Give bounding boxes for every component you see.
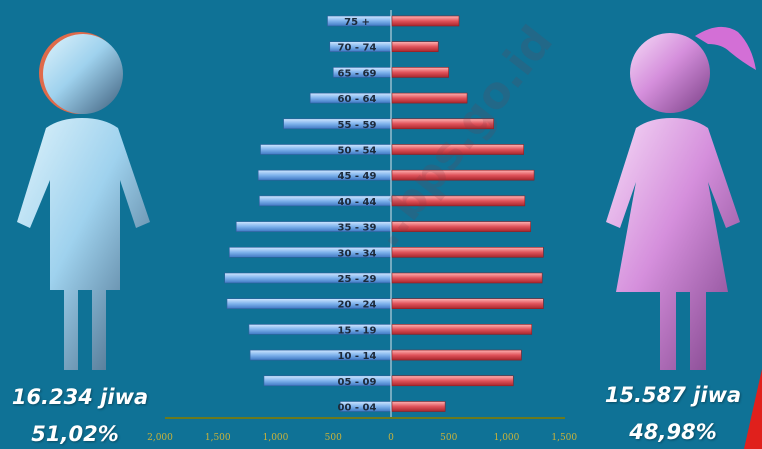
age-label-0: 75 + [344, 17, 370, 28]
x-axis: 2,000 1,500 1,000 500 0 500 1,000 1,500 [147, 10, 577, 443]
x-tick-label-3: 500 [325, 433, 342, 443]
age-labels-group: 75 + 70 - 74 65 - 69 60 - 64 55 - 59 50 - 54 4… [338, 17, 377, 414]
age-label-10: 25 - 29 [338, 274, 377, 285]
female-bar-7 [391, 195, 526, 207]
female-bar-1 [391, 41, 439, 53]
female-bar-3 [391, 92, 468, 104]
female-bar-11 [391, 298, 544, 310]
male-total-label: 16.234 jiwa [11, 385, 149, 409]
female-bar-8 [391, 221, 531, 232]
age-label-5: 50 - 54 [338, 146, 377, 157]
x-tick-label-1: 1,500 [205, 433, 231, 443]
female-bar-5 [391, 144, 524, 155]
age-label-15: 00 - 04 [338, 403, 377, 414]
male-figure-icon [17, 32, 150, 370]
age-label-1: 70 - 74 [338, 43, 377, 54]
age-label-7: 40 - 44 [338, 197, 377, 208]
female-bar-6 [391, 169, 535, 181]
x-tick-label-5: 500 [440, 433, 457, 443]
female-bar-13 [391, 349, 522, 361]
age-label-13: 10 - 14 [338, 351, 377, 362]
x-tick-label-4: 0 [388, 433, 394, 443]
age-label-4: 55 - 59 [338, 120, 377, 131]
female-bar-2 [391, 67, 449, 78]
age-label-3: 60 - 64 [338, 94, 377, 105]
female-bar-0 [391, 15, 460, 27]
x-tick-label-6: 1,000 [494, 433, 520, 443]
female-total-label: 15.587 jiwa [604, 383, 742, 407]
female-bar-4 [391, 118, 494, 130]
x-tick-label-2: 1,000 [263, 433, 289, 443]
age-label-14: 05 - 09 [338, 377, 377, 388]
female-bar-15 [391, 401, 446, 412]
x-tick-label-7: 1,500 [551, 433, 577, 443]
bars-group [224, 15, 544, 412]
age-label-2: 65 - 69 [338, 68, 377, 79]
age-label-9: 30 - 34 [338, 248, 377, 259]
corner-accent [744, 369, 762, 449]
x-tick-label-0: 2,000 [147, 433, 173, 443]
female-bar-14 [391, 375, 514, 387]
age-label-12: 15 - 19 [338, 325, 377, 336]
female-bar-10 [391, 272, 543, 284]
female-percent-label: 48,98% [629, 420, 717, 444]
female-bar-9 [391, 247, 544, 258]
age-label-11: 20 - 24 [338, 300, 377, 311]
age-label-8: 35 - 39 [338, 223, 377, 234]
male-percent-label: 51,02% [31, 422, 119, 446]
female-bar-12 [391, 324, 533, 335]
female-figure-icon [606, 26, 756, 370]
age-label-6: 45 - 49 [338, 171, 377, 182]
